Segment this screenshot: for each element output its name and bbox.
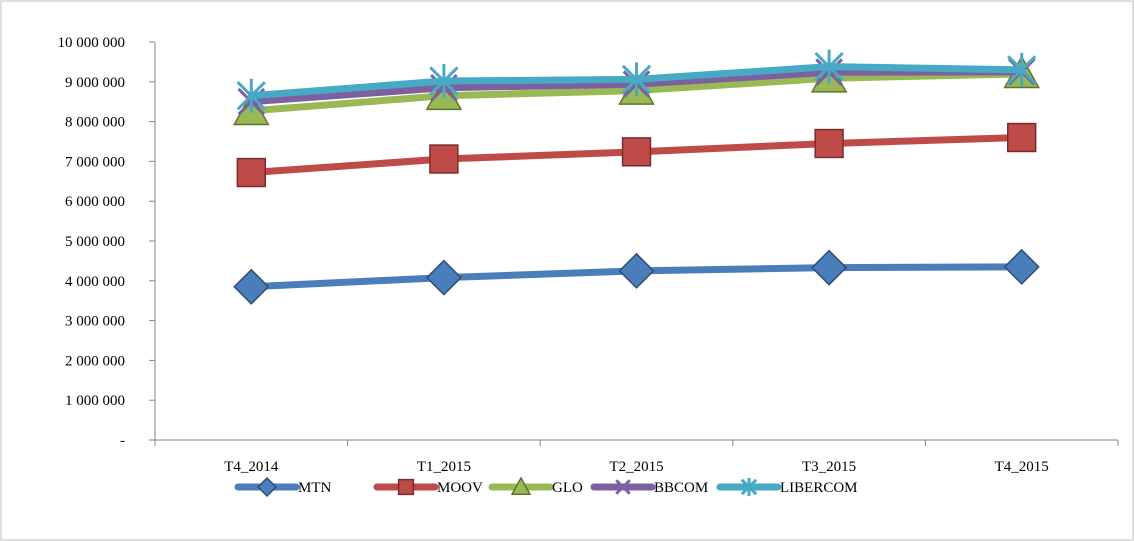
y-tick-label: 4 000 000 [65, 274, 125, 290]
legend-label: LIBERCOM [780, 480, 858, 496]
legend-item-bbcom: BBCOM [590, 479, 708, 496]
data-point-moov [236, 157, 266, 188]
legend-label: MOOV [437, 480, 483, 496]
series-layer [233, 49, 1040, 305]
data-point-libercom [621, 62, 652, 97]
y-tick-label: 8 000 000 [65, 115, 125, 131]
data-point-libercom [429, 64, 459, 99]
legend-item-glo: GLO [488, 476, 583, 496]
x-tick-label: T1_2015 [417, 459, 471, 475]
legend-marker [615, 479, 631, 495]
x-tick-label: T3_2015 [802, 459, 856, 475]
y-tick-label: 5 000 000 [65, 234, 125, 250]
legend-item-mtn: MTN [234, 476, 332, 498]
legend-item-libercom: LIBERCOM [716, 478, 858, 496]
data-point-libercom [236, 78, 266, 113]
data-point-libercom [814, 49, 844, 84]
data-point-mtn [233, 268, 270, 305]
x-tick-label: T2_2015 [609, 459, 663, 475]
y-tick-label: 10 000 000 [58, 35, 126, 51]
x-axis: T4_2014 T1_2015 T2_2015 T3_2015 T4_2015 [154, 439, 1119, 475]
y-tick-label: 3 000 000 [65, 314, 125, 330]
y-tick-label: 2 000 000 [65, 353, 125, 369]
data-point-mtn [1003, 248, 1040, 285]
series-mtn [233, 248, 1040, 305]
y-tick-label: 6 000 000 [65, 194, 125, 210]
legend-marker [740, 478, 758, 496]
data-point-libercom [1007, 52, 1037, 87]
legend-marker [397, 478, 415, 496]
data-point-mtn [618, 252, 655, 289]
y-tick-label: 9 000 000 [65, 75, 125, 91]
data-point-moov [814, 128, 844, 159]
data-point-mtn [425, 259, 462, 296]
data-point-moov [429, 144, 459, 174]
legend-item-moov: MOOV [373, 478, 483, 496]
legend-label: MTN [298, 480, 332, 496]
legend: MTN MOOV GLO BBCOM LIBERCOM [234, 476, 858, 498]
data-point-moov [621, 137, 652, 167]
legend-label: BBCOM [654, 480, 708, 496]
data-point-moov [1007, 122, 1037, 153]
series-libercom [236, 49, 1037, 113]
y-axis: - 1 000 000 2 000 000 3 000 000 4 000 000 5 0… [58, 35, 156, 449]
x-tick-label: T4_2015 [995, 459, 1049, 475]
legend-label: GLO [552, 480, 583, 496]
y-tick-label: 7 000 000 [65, 154, 125, 170]
legend-marker [510, 476, 532, 495]
y-tick-label: 1 000 000 [65, 393, 125, 409]
data-point-mtn [811, 249, 848, 286]
y-tick-label: - [120, 433, 125, 449]
legend-marker [256, 476, 278, 498]
series-moov [236, 122, 1037, 188]
x-tick-label: T4_2014 [224, 459, 279, 475]
